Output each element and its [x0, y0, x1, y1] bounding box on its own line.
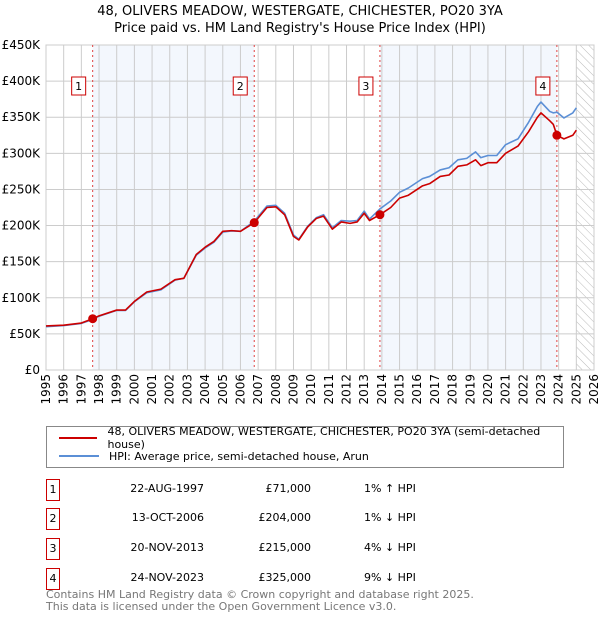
x-tick-label: 2010	[304, 374, 318, 405]
transaction-price: £325,000	[258, 571, 312, 584]
sale-label-border	[358, 76, 374, 96]
sale-label-box: 4	[535, 76, 551, 96]
x-tick-label: 2003	[180, 374, 194, 405]
x-tick-label: 2008	[269, 374, 283, 405]
x-tick-label: 2026	[587, 374, 600, 405]
transaction-price: £215,000	[258, 541, 312, 554]
transaction-hpi: 9% ↓ HPI	[364, 571, 416, 584]
sale-point	[249, 218, 259, 228]
x-tick-label: 1995	[39, 374, 53, 405]
x-tick-label: 2019	[463, 374, 477, 405]
x-tick-label: 2011	[322, 374, 336, 405]
footer-licence: This data is licensed under the Open Gov…	[46, 600, 397, 613]
transaction-number: 2	[46, 508, 60, 530]
transaction-date: 20-NOV-2013	[130, 541, 204, 554]
transaction-date: 22-AUG-1997	[130, 482, 204, 495]
future-hatch	[576, 45, 594, 370]
transaction-row: 3 20-NOV-2013 £215,000 4% ↓ HPI	[46, 538, 546, 560]
y-tick-label: £450K	[2, 38, 42, 52]
y-tick-label: £50K	[9, 327, 41, 341]
sale-point	[88, 314, 98, 324]
transaction-date: 13-OCT-2006	[131, 511, 204, 524]
transaction-number: 3	[46, 538, 60, 560]
chart-title: 48, OLIVERS MEADOW, WESTERGATE, CHICHEST…	[97, 4, 503, 19]
x-tick-label: 2022	[516, 374, 530, 405]
x-tick-label: 2024	[552, 374, 566, 405]
legend-item-hpi: HPI: Average price, semi-detached house,…	[59, 448, 369, 464]
sale-label-number: 3	[362, 80, 369, 93]
x-tick-label: 2015	[393, 374, 407, 405]
footer: Contains HM Land Registry data © Crown c…	[46, 589, 474, 613]
chart-subtitle: Price paid vs. HM Land Registry's House …	[114, 21, 486, 36]
x-tick-label: 2023	[534, 374, 548, 405]
sale-label-border	[535, 76, 551, 96]
legend-label: HPI: Average price, semi-detached house,…	[109, 449, 369, 463]
sale-point	[375, 210, 385, 220]
plot-border	[45, 44, 595, 371]
y-tick-label: £200K	[2, 219, 42, 233]
price-chart: 1995 1996 1997 1998 1999 2000 2001 2002 2003 2004…	[2, 38, 600, 405]
x-tick-label: 2004	[198, 374, 212, 405]
x-tick-label: 2002	[163, 374, 177, 405]
sale-label-number: 2	[237, 80, 244, 93]
x-tick-label: 2005	[216, 374, 230, 405]
transaction-date: 24-NOV-2023	[130, 571, 204, 584]
sale-label-number: 1	[75, 80, 82, 93]
x-tick-label: 1999	[110, 374, 124, 405]
shaded-band	[379, 45, 557, 370]
y-tick-label: £100K	[2, 291, 42, 305]
x-tick-label: 1997	[74, 374, 88, 405]
y-tick-label: £150K	[2, 255, 42, 269]
x-tick-label: 2020	[481, 374, 495, 405]
legend-swatch-blue	[59, 455, 99, 457]
x-tick-label: 2000	[127, 374, 141, 405]
x-tick-label: 1996	[57, 374, 71, 405]
shaded-band	[92, 45, 255, 370]
legend-label: 48, OLIVERS MEADOW, WESTERGATE, CHICHEST…	[107, 425, 541, 451]
transaction-row: 1 22-AUG-1997 £71,000 1% ↑ HPI	[46, 479, 546, 501]
sale-label-border	[232, 76, 248, 96]
x-tick-label: 2017	[428, 374, 442, 405]
x-tick-label: 2009	[286, 374, 300, 405]
sale-label-border	[71, 76, 87, 96]
transaction-price: £204,000	[258, 511, 312, 524]
x-tick-label: 2012	[340, 374, 354, 405]
property-price-line	[45, 112, 577, 327]
transaction-row: 4 24-NOV-2023 £325,000 9% ↓ HPI	[46, 568, 546, 590]
legend: 48, OLIVERS MEADOW, WESTERGATE, CHICHEST…	[46, 425, 564, 468]
transaction-number: 1	[46, 479, 60, 501]
x-tick-label: 2021	[499, 374, 513, 405]
transaction-hpi: 4% ↓ HPI	[364, 541, 416, 554]
y-tick-label: £350K	[2, 110, 42, 124]
y-tick-label: £400K	[2, 74, 42, 88]
x-tick-label: 2025	[569, 374, 583, 405]
x-tick-label: 2014	[375, 374, 389, 405]
sale-label-box: 2	[232, 76, 248, 96]
y-tick-label: £0	[25, 363, 40, 377]
y-tick-label: £250K	[2, 182, 42, 196]
y-tick-label: £300K	[2, 146, 42, 160]
sale-label-number: 4	[539, 80, 546, 93]
sale-point	[552, 130, 562, 140]
transaction-hpi: 1% ↓ HPI	[364, 511, 416, 524]
x-tick-label: 2016	[410, 374, 424, 405]
legend-item-property: 48, OLIVERS MEADOW, WESTERGATE, CHICHEST…	[59, 425, 563, 451]
legend-swatch-red	[59, 437, 98, 439]
x-tick-label: 2018	[446, 374, 460, 405]
x-tick-label: 1998	[92, 374, 106, 405]
x-tick-label: 2001	[145, 374, 159, 405]
transaction-hpi: 1% ↑ HPI	[364, 482, 416, 495]
transaction-price: £71,000	[265, 482, 312, 495]
sale-label-box: 1	[71, 76, 87, 96]
footer-copyright: Contains HM Land Registry data © Crown c…	[46, 588, 474, 601]
sale-label-box: 3	[358, 76, 374, 96]
x-tick-label: 2007	[251, 374, 265, 405]
x-tick-label: 2013	[357, 374, 371, 405]
x-tick-label: 2006	[233, 374, 247, 405]
transaction-row: 2 13-OCT-2006 £204,000 1% ↓ HPI	[46, 508, 546, 530]
transaction-number: 4	[46, 568, 60, 590]
